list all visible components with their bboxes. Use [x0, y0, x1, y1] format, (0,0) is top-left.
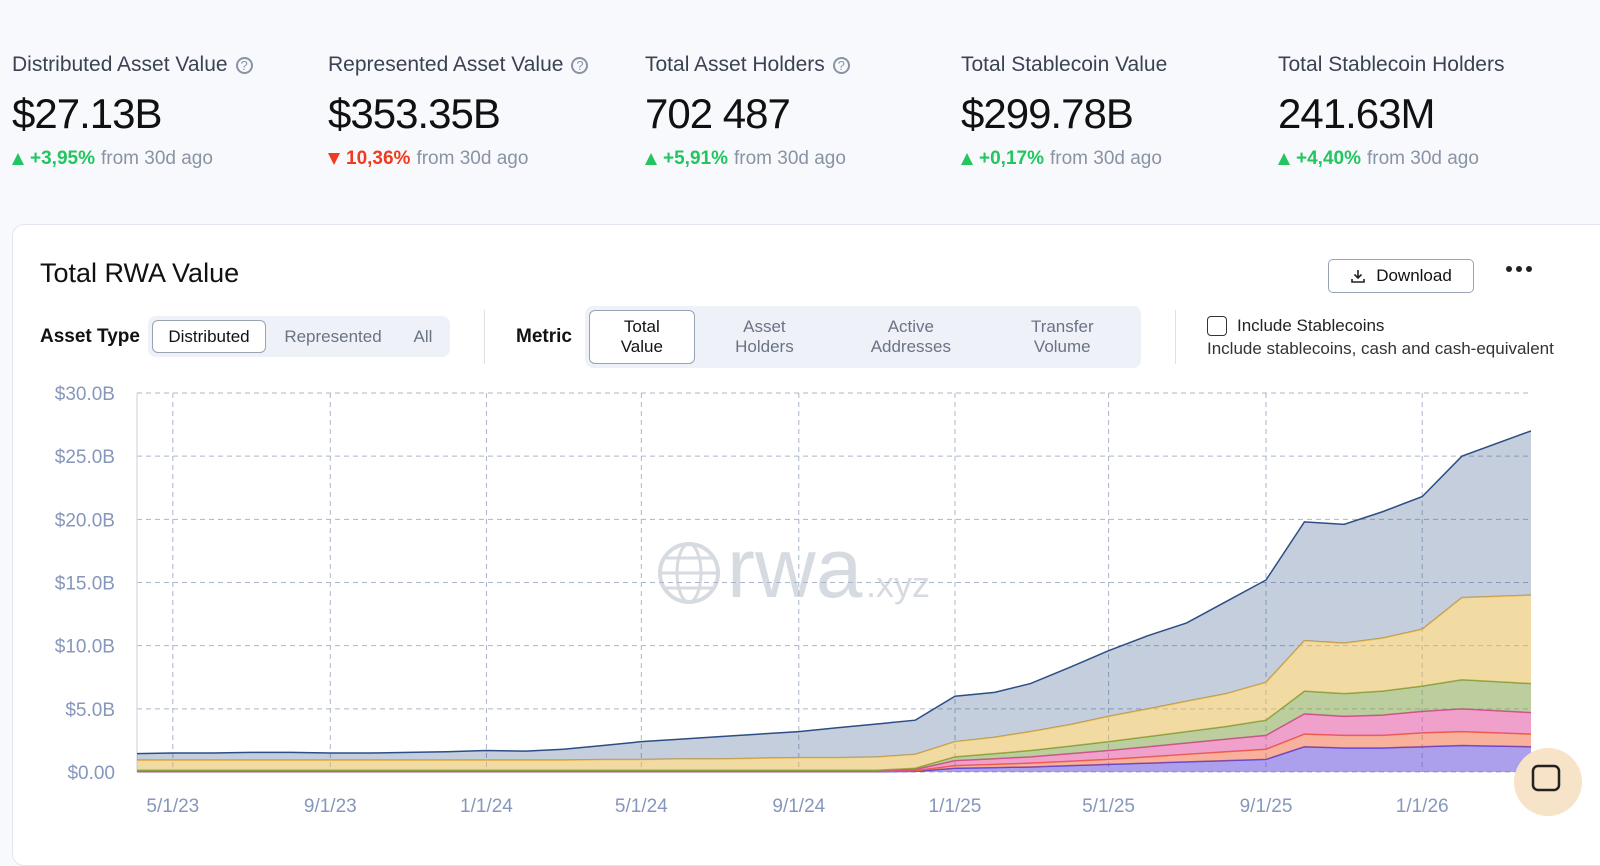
watermark-suffix: .xyz [866, 564, 930, 605]
area-series [137, 595, 1531, 771]
y-tick-label: $15.0B [55, 574, 115, 595]
stat-label: Total Stablecoin Value [961, 53, 1168, 76]
more-menu[interactable] [1506, 266, 1532, 272]
stat-label-row: Distributed Asset Value? [12, 50, 322, 80]
asset-type-toggle: Distributed Represented All [148, 316, 450, 357]
stat-value: $299.78B [961, 90, 1134, 137]
area-series [137, 708, 1531, 772]
trend-arrow [961, 153, 973, 165]
page: Distributed Asset Value? $27.13B +3,95% fro… [12, 50, 1600, 866]
checkbox[interactable] [1207, 316, 1227, 336]
download-button[interactable]: Download [1328, 259, 1474, 293]
x-tick-label: 1/1/26 [1396, 796, 1449, 817]
stat-label-row: Total Asset Holders? [645, 50, 955, 80]
stat-change-row: +0,17% from 30d ago [961, 148, 1271, 170]
stat-label: Total Asset Holders [645, 53, 825, 76]
panel-title: Total RWA Value [40, 258, 240, 288]
x-tick-label: 9/1/23 [304, 796, 357, 817]
stat-change-row: +3,95% from 30d ago [12, 148, 322, 170]
asset-type-option[interactable]: Distributed [152, 320, 266, 353]
stat-label-row: Represented Asset Value? [328, 50, 638, 80]
trend-arrow [12, 153, 24, 165]
trend-arrow [328, 153, 340, 165]
asset-type-label: Asset Type [40, 326, 140, 347]
stat-value: 702 487 [645, 90, 791, 137]
area-series [137, 745, 1531, 772]
y-tick-label: $25.0B [55, 447, 115, 468]
stat-note: from 30d ago [100, 148, 213, 169]
chart: rwa .xyz $0.00 $5.0B $10.0B $15.0B $20.0B $25.0… [55, 384, 1582, 817]
trend-arrow [645, 153, 657, 165]
stat-change: +0,17% [979, 148, 1044, 169]
x-tick-label: 9/1/25 [1240, 796, 1293, 817]
stat-card: Represented Asset Value? $353.35B 10,36% fr… [328, 50, 638, 170]
stat-card: Total Stablecoin Holders 241.63M +4,40% fro… [1278, 50, 1588, 170]
x-tick-label: 9/1/24 [772, 796, 825, 817]
y-tick-label: $10.0B [55, 637, 115, 658]
stat-label-row: Total Stablecoin Value [961, 50, 1271, 80]
x-tick-label: 5/1/25 [1082, 796, 1135, 817]
checkbox-description: Include stablecoins, cash and cash-equiv… [1207, 339, 1554, 358]
stat-card: Total Asset Holders? 702 487 +5,91% from 30… [645, 50, 955, 170]
stat-value: 241.63M [1278, 90, 1435, 137]
stat-label: Distributed Asset Value [12, 53, 228, 76]
area-line [137, 594, 1532, 761]
metric-toggle: Total Value Asset Holders Active Addresses… [585, 306, 1141, 368]
y-tick-label: $5.0B [65, 700, 115, 721]
chat-icon [1531, 764, 1561, 792]
divider [1175, 310, 1176, 364]
x-tick-label: 5/1/23 [146, 796, 199, 817]
x-tick-label: 1/1/25 [929, 796, 982, 817]
x-tick-label: 5/1/24 [615, 796, 668, 817]
help-icon[interactable]: ? [571, 56, 589, 74]
stablecoin-toggle: Include Stablecoins Include stablecoins,… [1207, 316, 1554, 359]
stat-note: from 30d ago [733, 148, 846, 169]
help-icon[interactable]: ? [235, 56, 253, 74]
metric-label: Metric [516, 326, 572, 347]
stat-change: +3,95% [30, 148, 95, 169]
stat-change-row: +4,40% from 30d ago [1278, 148, 1588, 170]
metric-option[interactable]: Transfer Volume [1030, 317, 1094, 356]
asset-type-option[interactable]: Represented [284, 326, 382, 346]
stat-note: from 30d ago [1049, 148, 1162, 169]
stat-change: 10,36% [346, 148, 411, 169]
stat-value: $27.13B [12, 90, 162, 137]
help-icon[interactable]: ? [832, 56, 850, 74]
area-series [137, 731, 1531, 772]
download-label: Download [1376, 266, 1452, 285]
chat-button [1514, 748, 1582, 816]
divider [484, 310, 485, 364]
y-tick-label: $30.0B [55, 384, 115, 405]
stat-note: from 30d ago [1366, 148, 1479, 169]
y-tick-label: $20.0B [55, 510, 115, 531]
stat-card: Distributed Asset Value? $27.13B +3,95% fro… [12, 50, 322, 170]
stat-value: $353.35B [328, 90, 501, 137]
stat-card: Total Stablecoin Value $299.78B +0,17% from… [961, 50, 1271, 170]
area-series [137, 679, 1531, 771]
stat-label: Total Stablecoin Holders [1278, 53, 1505, 76]
metric-option[interactable]: Active Addresses [870, 317, 952, 356]
download-icon [1351, 270, 1365, 283]
y-tick-label: $0.00 [67, 763, 115, 784]
stat-change-row: +5,91% from 30d ago [645, 148, 955, 170]
watermark-text: rwa [727, 521, 863, 615]
trend-arrow [1278, 153, 1290, 165]
area-series [137, 430, 1531, 761]
asset-type-option[interactable]: All [413, 326, 433, 346]
stat-label: Represented Asset Value [328, 53, 564, 76]
area-line [136, 430, 1532, 755]
stat-change-row: 10,36% from 30d ago [328, 148, 638, 170]
stat-change: +5,91% [663, 148, 728, 169]
watermark: rwa .xyz [658, 521, 930, 615]
x-tick-label: 1/1/24 [460, 796, 513, 817]
metric-option[interactable]: Total Value [589, 310, 695, 364]
checkbox-label: Include Stablecoins [1237, 316, 1385, 335]
stat-change: +4,40% [1296, 148, 1361, 169]
stat-label-row: Total Stablecoin Holders [1278, 50, 1588, 80]
metric-option[interactable]: Asset Holders [735, 317, 794, 356]
watermark-globe [660, 556, 718, 590]
stat-note: from 30d ago [416, 148, 529, 169]
